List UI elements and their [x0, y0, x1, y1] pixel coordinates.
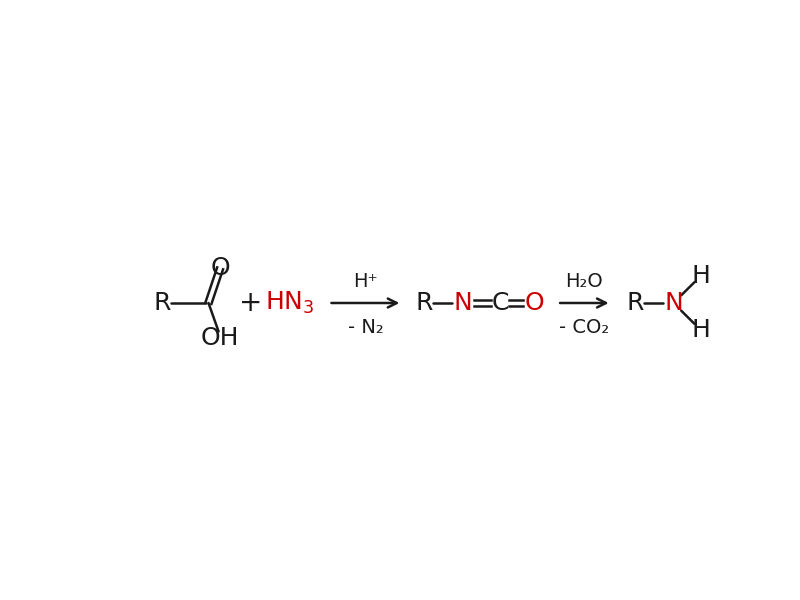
Text: O: O — [524, 291, 544, 315]
Text: R: R — [415, 291, 433, 315]
Text: C: C — [491, 291, 509, 315]
Text: - CO₂: - CO₂ — [559, 318, 610, 337]
Text: N: N — [454, 291, 472, 315]
Text: - N₂: - N₂ — [347, 318, 383, 337]
Text: O: O — [210, 256, 230, 280]
Text: N: N — [664, 291, 683, 315]
Text: H: H — [691, 318, 710, 342]
Text: R: R — [154, 291, 170, 315]
Text: H₂O: H₂O — [566, 272, 603, 291]
Text: H⁺: H⁺ — [353, 272, 378, 291]
Text: H: H — [691, 264, 710, 288]
Text: OH: OH — [201, 326, 239, 350]
Text: +: + — [239, 289, 263, 317]
Text: HN$_3$: HN$_3$ — [265, 290, 314, 316]
Text: R: R — [626, 291, 643, 315]
